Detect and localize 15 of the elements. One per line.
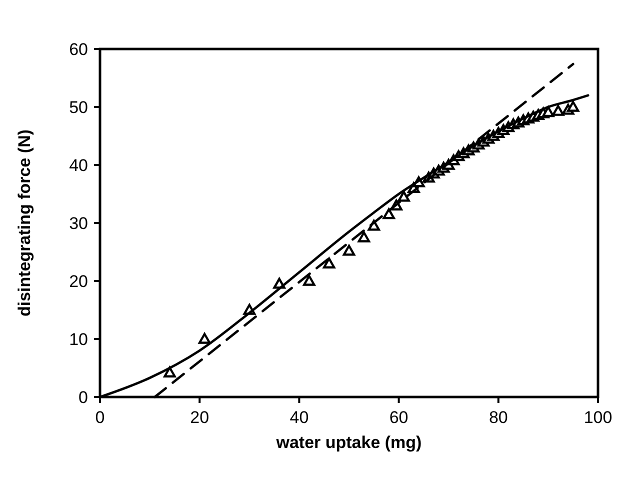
y-tick-label: 30	[69, 214, 88, 233]
y-tick-label: 0	[78, 388, 88, 407]
y-tick-label: 50	[69, 98, 88, 117]
x-axis-title: water uptake (mg)	[275, 433, 422, 452]
x-tick-label: 80	[488, 408, 508, 427]
y-axis-title: disintegrating force (N)	[15, 129, 34, 317]
x-tick-label: 100	[584, 408, 612, 427]
y-tick-label: 20	[69, 272, 88, 291]
x-tick-label: 20	[190, 408, 210, 427]
x-tick-label: 40	[290, 408, 309, 427]
y-tick-label: 40	[69, 156, 88, 175]
x-tick-label: 0	[95, 408, 105, 427]
x-tick-label: 60	[389, 408, 408, 427]
y-tick-label: 60	[69, 40, 88, 59]
y-tick-label: 10	[69, 330, 88, 349]
